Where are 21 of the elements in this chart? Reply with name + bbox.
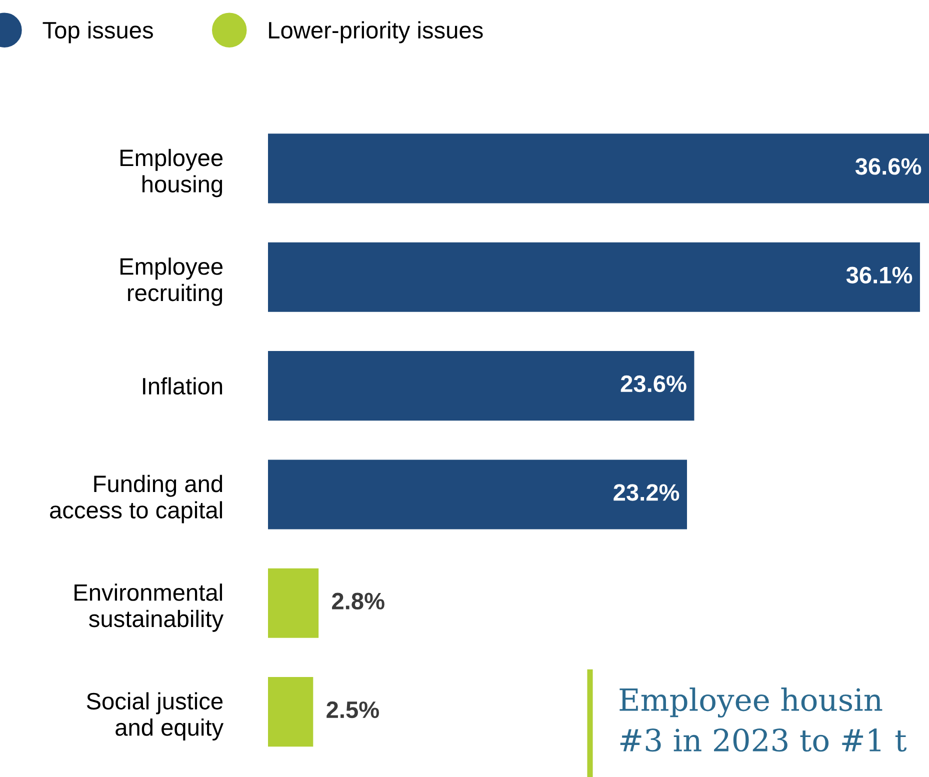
y-tick-label: Social justice and equity: [86, 692, 224, 741]
data-label: 2.5%: [326, 701, 379, 718]
legend-label: Top issues: [42, 21, 153, 44]
bar: [268, 242, 920, 312]
y-tick-label: Employee recruiting: [120, 258, 223, 306]
bar: [268, 568, 319, 638]
bar: [268, 677, 314, 747]
data-label: 23.2%: [614, 484, 680, 501]
data-label: 23.6%: [620, 375, 686, 392]
y-tick-label: Environmental sustainability: [74, 584, 224, 632]
annotation: Employee housin #3 in 2023 to #1 t: [620, 688, 907, 752]
legend-label: Lower-priority issues: [269, 21, 483, 44]
data-label: 2.8%: [332, 592, 384, 610]
y-tick-label: Funding and access to capital: [50, 474, 222, 524]
bar: [268, 134, 929, 204]
bar: [268, 351, 694, 421]
y-tick-label: Inflation: [143, 377, 222, 395]
data-label: 36.1%: [846, 266, 912, 284]
y-tick-label: Employee housing: [120, 148, 223, 198]
data-label: 36.6%: [855, 158, 922, 175]
bar: [268, 460, 687, 530]
